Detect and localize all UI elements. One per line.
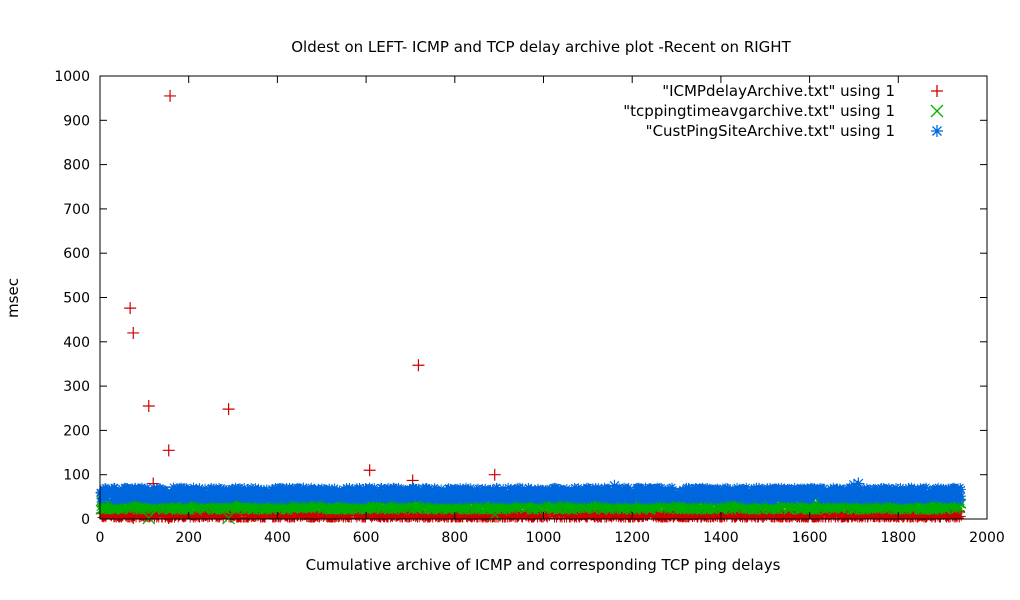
legend-marker [931, 85, 943, 97]
series-2-point [222, 511, 236, 525]
x-tick-label: 200 [175, 530, 202, 546]
series-1-point [162, 512, 175, 524]
series-1-point [142, 400, 155, 413]
series-1-point [127, 326, 140, 339]
y-tick-label: 100 [63, 468, 90, 484]
legend-marker [930, 104, 944, 118]
series-2-point [142, 511, 156, 525]
y-tick-label: 600 [63, 246, 90, 262]
y-tick-label: 900 [63, 113, 90, 129]
legend-marker [931, 125, 943, 137]
series-1-point [164, 89, 177, 102]
legend-label: "ICMPdelayArchive.txt" using 1 [662, 82, 895, 100]
legend: "ICMPdelayArchive.txt" using 1 "tcppingti… [623, 82, 944, 140]
legend-item-1: "ICMPdelayArchive.txt" using 1 [662, 82, 943, 100]
y-tick-label: 500 [63, 291, 90, 307]
x-tick-label: 1600 [792, 530, 828, 546]
series-1-point [363, 464, 376, 477]
y-tick-label: 200 [63, 423, 90, 439]
x-tick-label: 600 [353, 530, 380, 546]
series-1-point [162, 444, 175, 457]
x-tick-label: 1200 [614, 530, 650, 546]
y-tick-label: 1000 [54, 69, 90, 85]
y-axis-title: msec [4, 278, 22, 318]
series-3-point [652, 483, 665, 496]
series-3-point [847, 478, 860, 491]
x-axis-title: Cumulative archive of ICMP and correspon… [306, 556, 781, 574]
y-tick-label: 700 [63, 202, 90, 218]
legend-label: "tcppingtimeavgarchive.txt" using 1 [623, 102, 895, 120]
y-tick-label: 800 [63, 158, 90, 174]
chart-title: Oldest on LEFT- ICMP and TCP delay archi… [291, 38, 791, 56]
series-1-point [124, 302, 137, 315]
series-1-point [488, 468, 501, 481]
plot-marks [95, 89, 967, 525]
legend-label: "CustPingSiteArchive.txt" using 1 [646, 122, 895, 140]
legend-item-2: "tcppingtimeavgarchive.txt" using 1 [623, 102, 944, 120]
x-tick-label: 1000 [526, 530, 562, 546]
y-tick-label: 0 [81, 512, 90, 528]
plot-frame [99, 75, 988, 520]
series-3-point [852, 477, 865, 490]
x-tick-label: 400 [264, 530, 291, 546]
legend-item-3: "CustPingSiteArchive.txt" using 1 [646, 122, 943, 140]
series-3-points [95, 482, 966, 505]
series-1-point [412, 359, 425, 372]
axis-ticks: 0 200 400 600 800 1000 1200 1400 1600 1800 2000 0 10… [54, 69, 1004, 546]
series-1-point [222, 403, 235, 416]
x-tick-label: 1800 [880, 530, 916, 546]
series-3 [95, 477, 966, 505]
series-1 [95, 89, 966, 524]
series-3-point [608, 479, 621, 492]
y-tick-label: 400 [63, 335, 90, 351]
x-tick-label: 0 [96, 530, 105, 546]
x-tick-label: 2000 [969, 530, 1005, 546]
x-tick-label: 1400 [703, 530, 739, 546]
x-tick-label: 800 [441, 530, 468, 546]
y-tick-label: 300 [63, 379, 90, 395]
